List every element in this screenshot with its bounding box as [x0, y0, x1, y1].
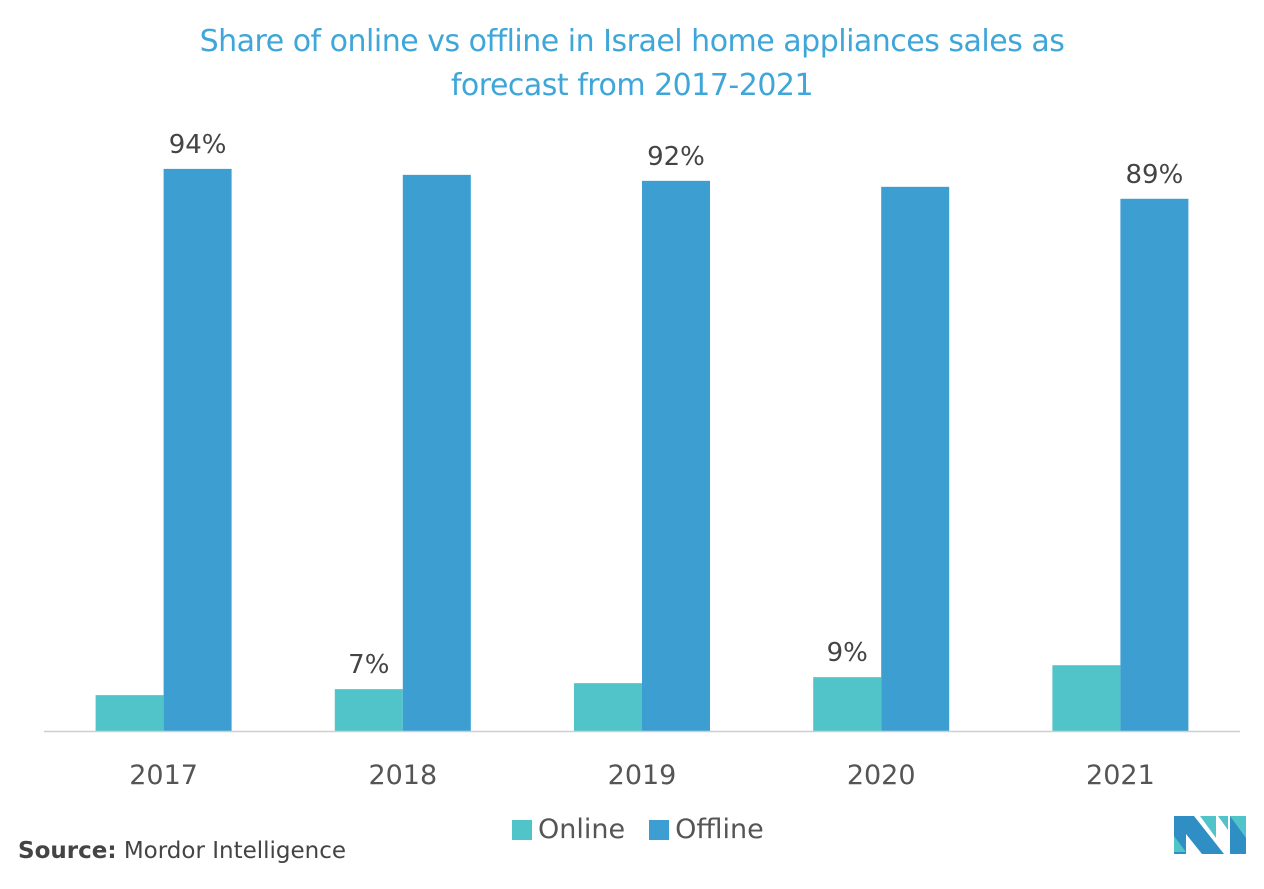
- chart-title-line-1: Share of online vs offline in Israel hom…: [199, 24, 1065, 59]
- bar-online-2021: [1052, 665, 1121, 731]
- bar-offline-2019: [642, 180, 710, 732]
- data-label-offline-2021: 89%: [1126, 160, 1184, 190]
- legend-label-offline: Offline: [675, 814, 764, 845]
- data-label-offline-2019: 92%: [647, 142, 705, 172]
- x-tick-label-2018: 2018: [368, 760, 437, 791]
- data-label-online-2018: 7%: [348, 650, 389, 680]
- bar-online-2017: [95, 695, 164, 731]
- x-tick-label-2020: 2020: [847, 760, 916, 791]
- chart-title-line-2: forecast from 2017-2021: [450, 68, 814, 103]
- mordor-intelligence-logo: [1174, 816, 1246, 854]
- bar-chart: 94% 2017 7% 2018 92% 2019 9% 2020 89% 2021: [44, 130, 1240, 791]
- source-note: Source: Mordor Intelligence: [18, 838, 346, 864]
- bar-offline-2017: [163, 168, 232, 731]
- bar-online-2019: [574, 683, 642, 731]
- source-text: Mordor Intelligence: [123, 838, 347, 864]
- bar-offline-2018: [402, 174, 471, 732]
- source-label: Source:: [18, 838, 117, 864]
- data-label-offline-2017: 94%: [169, 130, 227, 160]
- x-tick-label-2019: 2019: [608, 760, 677, 791]
- x-tick-label-2017: 2017: [129, 760, 198, 791]
- data-label-online-2020: 9%: [827, 638, 868, 668]
- chart-title: Share of online vs offline in Israel hom…: [0, 20, 1264, 108]
- bar-offline-2021: [1120, 198, 1189, 731]
- bar-online-2018: [334, 689, 403, 731]
- legend-label-online: Online: [538, 814, 626, 845]
- bar-online-2020: [813, 677, 882, 731]
- x-tick-label-2021: 2021: [1086, 760, 1155, 791]
- legend-swatch-offline: [649, 819, 670, 840]
- legend: Online Offline: [512, 814, 764, 845]
- legend-swatch-online: [512, 819, 532, 840]
- bar-offline-2020: [881, 186, 950, 731]
